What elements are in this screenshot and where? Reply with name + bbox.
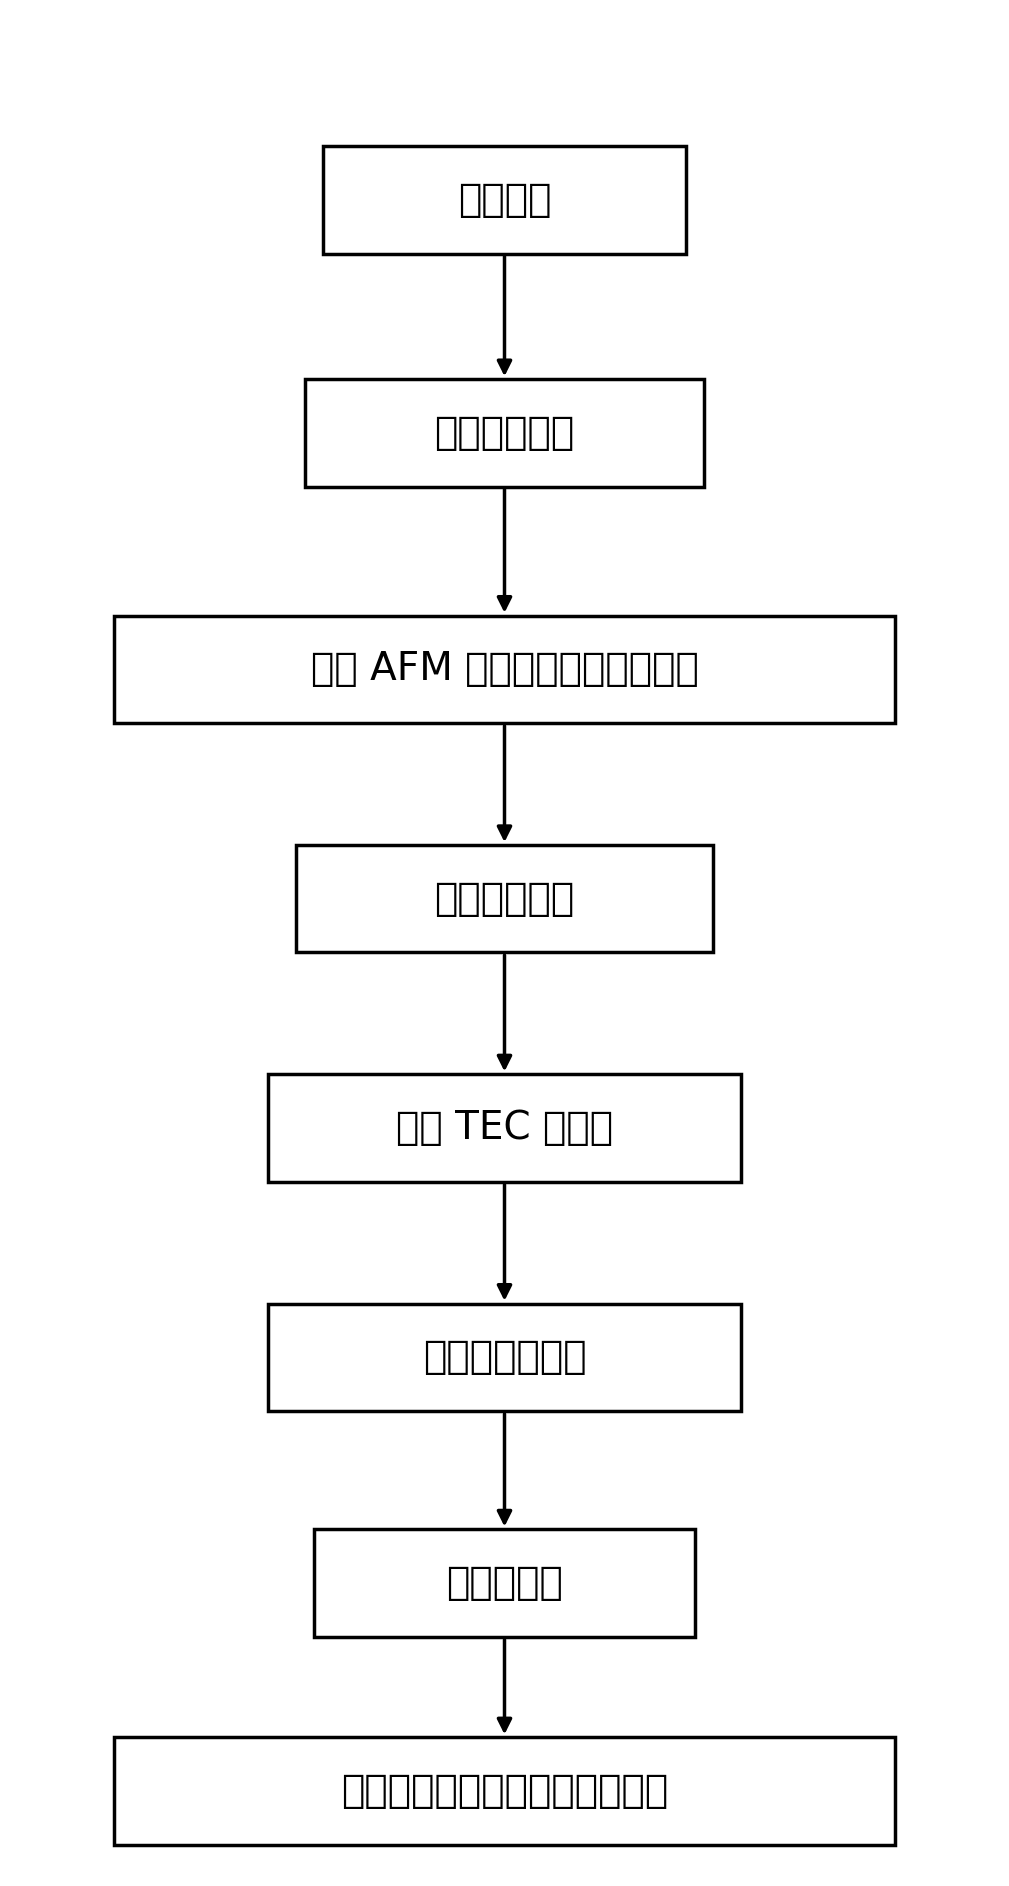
Text: 放置待测样品: 放置待测样品 xyxy=(435,413,574,453)
Text: 打开循环水源: 打开循环水源 xyxy=(435,879,574,918)
FancyBboxPatch shape xyxy=(296,845,713,952)
FancyBboxPatch shape xyxy=(114,1737,895,1845)
Text: 设置控温仪参数: 设置控温仪参数 xyxy=(423,1339,586,1377)
FancyBboxPatch shape xyxy=(323,147,686,253)
FancyBboxPatch shape xyxy=(268,1303,741,1411)
Text: 检查线路: 检查线路 xyxy=(458,181,551,219)
FancyBboxPatch shape xyxy=(314,1530,695,1637)
FancyBboxPatch shape xyxy=(268,1075,741,1183)
FancyBboxPatch shape xyxy=(305,379,704,487)
Text: 样品温度稳定后，测试样品性质: 样品温度稳定后，测试样品性质 xyxy=(341,1773,668,1811)
Text: 启动控温仪: 启动控温仪 xyxy=(446,1563,563,1601)
FancyBboxPatch shape xyxy=(114,615,895,722)
Text: 启动 AFM 位移台，调整样品位置: 启动 AFM 位移台，调整样品位置 xyxy=(311,651,698,688)
Text: 启动 TEC 控制器: 启动 TEC 控制器 xyxy=(396,1109,613,1147)
